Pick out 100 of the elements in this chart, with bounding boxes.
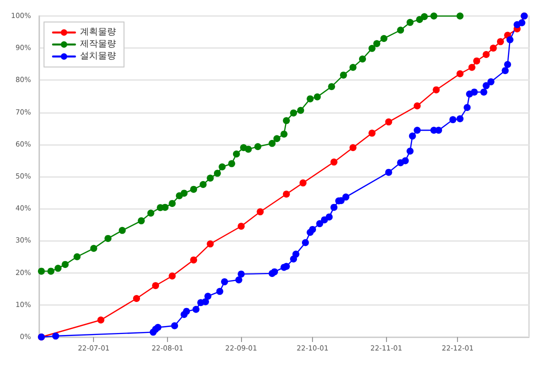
point	[456, 115, 464, 122]
point	[74, 253, 81, 260]
point	[180, 190, 188, 197]
point	[385, 168, 392, 176]
point	[256, 208, 264, 216]
point	[449, 116, 456, 124]
point	[482, 82, 490, 90]
point	[468, 64, 476, 71]
legend-label: 계획물량	[80, 28, 116, 38]
point	[54, 264, 62, 272]
point	[192, 306, 200, 313]
point	[282, 190, 290, 198]
point	[152, 282, 160, 290]
point	[435, 126, 442, 134]
point	[482, 51, 490, 58]
point	[430, 12, 438, 20]
point	[496, 38, 504, 46]
point	[368, 44, 376, 52]
point	[328, 83, 336, 90]
point	[432, 86, 440, 94]
point	[480, 88, 488, 96]
point	[456, 12, 464, 20]
point	[190, 256, 198, 264]
point	[368, 130, 376, 137]
point	[200, 181, 207, 188]
point	[330, 158, 338, 166]
point	[490, 44, 497, 52]
point	[297, 106, 304, 114]
point	[473, 57, 480, 64]
point	[340, 72, 347, 79]
point	[214, 170, 221, 177]
point	[300, 179, 307, 186]
point	[326, 213, 333, 220]
point	[190, 186, 198, 193]
point	[380, 34, 388, 42]
point	[309, 226, 316, 233]
point	[273, 135, 280, 142]
point	[216, 288, 224, 295]
point	[402, 157, 409, 164]
point	[202, 298, 210, 306]
point	[406, 18, 414, 26]
point	[282, 262, 290, 270]
point	[104, 234, 112, 242]
point	[518, 19, 526, 26]
point	[271, 268, 278, 276]
point	[232, 150, 240, 158]
point	[349, 64, 356, 71]
point	[162, 204, 169, 211]
point	[133, 294, 140, 302]
point	[504, 60, 512, 68]
point	[147, 210, 154, 217]
point	[221, 278, 228, 286]
point	[238, 270, 245, 278]
point	[385, 118, 392, 126]
point	[218, 163, 226, 170]
point	[470, 88, 478, 96]
point	[330, 204, 338, 211]
point	[204, 292, 212, 300]
legend-label: 설치물량	[80, 52, 116, 62]
point	[406, 148, 414, 155]
point	[52, 332, 60, 340]
point	[228, 160, 236, 168]
point	[487, 78, 494, 86]
legend-label: 제작물량	[80, 40, 116, 50]
point	[235, 276, 242, 284]
point	[342, 194, 350, 201]
point	[292, 250, 300, 258]
point	[290, 109, 298, 116]
point	[306, 95, 314, 102]
point	[349, 144, 356, 152]
point	[314, 93, 321, 100]
point	[268, 140, 276, 147]
point	[420, 13, 428, 20]
point	[244, 146, 252, 153]
point	[254, 143, 262, 150]
point	[97, 316, 104, 324]
point	[168, 272, 176, 280]
point	[506, 36, 514, 44]
point	[206, 240, 214, 248]
point	[464, 104, 471, 111]
point	[206, 174, 214, 182]
point	[397, 26, 404, 34]
point	[302, 239, 309, 246]
point	[359, 56, 366, 63]
point	[90, 244, 98, 252]
point	[171, 322, 178, 330]
point	[414, 126, 421, 134]
point	[168, 200, 176, 207]
point	[282, 117, 290, 124]
point	[316, 220, 324, 228]
point	[182, 308, 190, 315]
point	[138, 217, 145, 224]
point	[38, 268, 45, 275]
point	[280, 130, 288, 138]
point	[118, 226, 126, 234]
point	[456, 70, 464, 78]
point	[62, 260, 69, 268]
point	[373, 40, 380, 48]
point	[408, 132, 416, 140]
point	[47, 268, 54, 275]
